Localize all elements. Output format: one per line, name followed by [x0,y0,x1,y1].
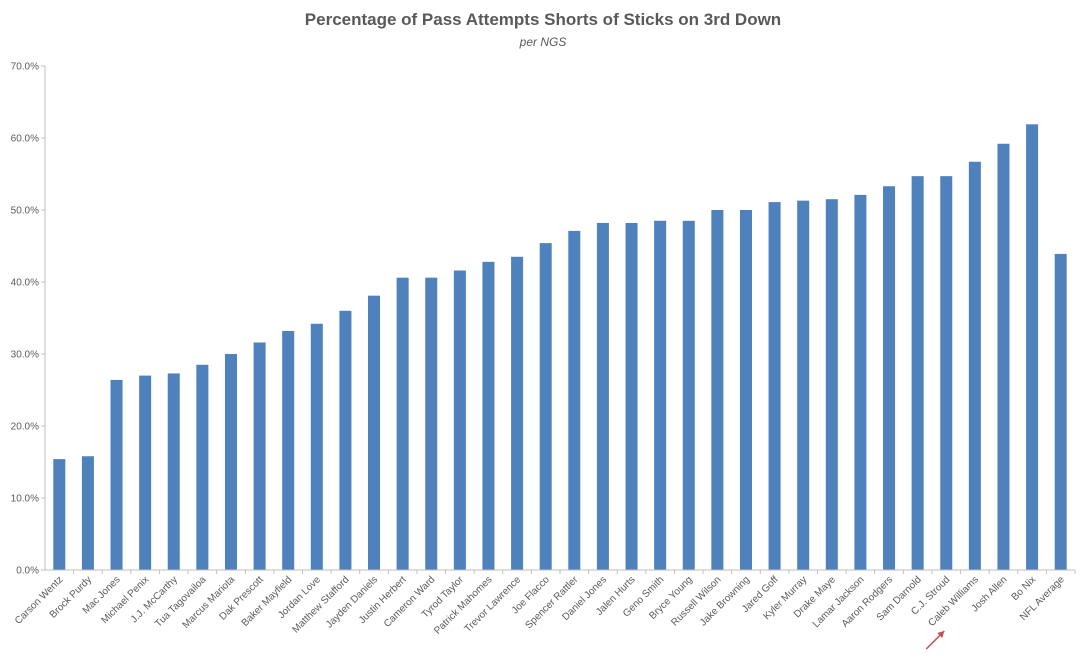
y-tick-label: 60.0% [11,134,39,145]
bar [625,222,638,570]
annotation-arrow-head [937,631,945,638]
bar [511,256,524,570]
chart-subtitle: per NGS [519,35,567,49]
bar [825,199,838,570]
x-tick-label: Aaron Rodgers [840,574,895,629]
bar [453,270,466,570]
bar [196,364,209,570]
bar [883,186,896,571]
y-tick-label: 20.0% [11,422,39,433]
bar [339,310,352,570]
bars [53,124,1067,571]
bar [224,354,237,570]
y-tick-label: 70.0% [11,62,39,73]
bar [854,194,867,570]
bar [797,200,810,570]
x-tick-label: Baker Mayfield [240,574,295,629]
chart-title: Percentage of Pass Attempts Shorts of St… [304,10,782,29]
bar [997,143,1010,570]
bar [482,261,495,570]
y-tick-label: 50.0% [11,206,39,217]
x-tick-label: Russell Wilson [669,574,723,628]
bar [568,230,581,570]
x-tick-label: Cameron Ward [382,574,437,629]
bar [968,161,981,570]
bar [682,220,695,571]
bar [139,375,152,570]
x-tick-label: Caleb Williams [926,574,981,629]
bar [711,210,724,570]
y-tick-label: 30.0% [11,350,39,361]
bar [539,243,552,570]
bar [940,176,953,570]
bar [1026,124,1039,570]
bar [654,220,667,571]
bar [739,210,752,570]
bar [310,323,323,570]
bar [253,342,266,570]
bar [911,176,924,570]
bar [396,277,409,570]
y-tick-label: 40.0% [11,278,39,289]
bar [53,459,66,570]
bar [282,330,295,570]
y-tick-label: 0.0% [16,566,39,577]
bar [596,222,609,570]
annotation [925,630,945,650]
bar [81,456,94,570]
y-tick-label: 10.0% [11,494,39,505]
bar [110,379,123,570]
bar [167,373,180,570]
bar [1054,253,1067,571]
bar [368,295,381,570]
bar [425,277,438,570]
bar [768,202,781,570]
y-axis: 0.0% 10.0% 20.0% 30.0% 40.0% 50.0% 60.0% 70.0% [11,62,46,577]
x-tick-label: Jake Browning [698,574,752,628]
x-tick-label: Carson Wentz [13,574,65,626]
